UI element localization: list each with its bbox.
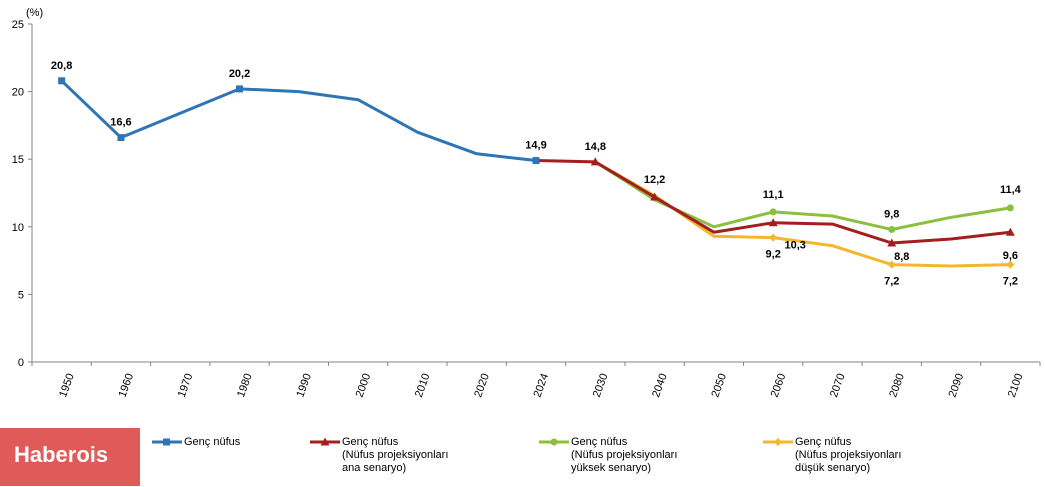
legend-label: yüksek senaryo) <box>571 462 652 474</box>
data-label: 12,2 <box>644 174 665 186</box>
data-label: 9,6 <box>1003 250 1018 262</box>
data-point-square <box>532 157 540 165</box>
x-tick-label: 2050 <box>709 372 729 399</box>
legend-label: (Nüfus projeksiyonları <box>571 449 678 461</box>
watermark-text: Haberois <box>14 442 109 467</box>
x-tick-label: 1950 <box>57 372 77 399</box>
data-point-diamond <box>887 260 896 269</box>
data-point-triangle <box>590 157 600 166</box>
data-point-triangle <box>650 192 660 201</box>
data-label: 16,6 <box>110 117 131 129</box>
data-point-square <box>236 85 244 93</box>
y-tick-label: 20 <box>12 87 24 99</box>
data-point-circle <box>888 226 896 234</box>
legend-triangle-marker-icon <box>310 437 340 446</box>
data-point-triangle <box>768 218 778 227</box>
data-label: 7,2 <box>1003 276 1018 288</box>
x-tick-label: 1970 <box>176 372 196 399</box>
legend-label: Genç nüfus <box>795 436 852 448</box>
data-label: 20,2 <box>229 68 250 80</box>
data-point-diamond <box>1006 260 1015 269</box>
legend-square-marker-icon <box>152 438 182 446</box>
series-line <box>535 159 1011 245</box>
data-label: 11,4 <box>1000 184 1022 196</box>
data-point-circle <box>1006 204 1014 212</box>
y-tick-label: 15 <box>12 154 24 166</box>
data-labels: 20,8 16,6 20,2 14,9 14,8 12,2 10,3 8,8 9,6 11,1 9,… <box>51 60 1022 288</box>
data-label: 10,3 <box>784 240 805 252</box>
x-tick-label: 2000 <box>354 372 374 399</box>
data-label: 9,2 <box>766 249 781 261</box>
x-tick-label: 2040 <box>650 372 670 399</box>
x-tick-label: 2030 <box>591 372 611 399</box>
data-label: 14,9 <box>525 140 546 152</box>
data-point-triangle <box>887 238 897 247</box>
y-tick-label: 5 <box>18 289 24 301</box>
data-point-triangle <box>1005 227 1015 236</box>
series-line <box>60 79 537 163</box>
x-tick-label: 2070 <box>828 372 848 399</box>
legend-label: Genç nüfus <box>571 436 628 448</box>
data-label: 8,8 <box>894 251 909 263</box>
y-tick-label: 0 <box>18 357 24 369</box>
data-label: 20,8 <box>51 60 72 72</box>
x-tick-label: 1960 <box>116 372 136 399</box>
legend-diamond-marker-icon <box>763 438 793 446</box>
x-tick-label: 2020 <box>472 372 492 399</box>
legend-label: düşük senaryo) <box>795 462 871 474</box>
data-point-diamond <box>769 233 778 242</box>
data-point-square <box>58 77 66 85</box>
x-tick-label: 2090 <box>947 372 967 399</box>
data-label: 7,2 <box>884 276 899 288</box>
legend-label: Genç nüfus <box>184 436 241 448</box>
data-label: 14,8 <box>585 141 606 153</box>
x-tick-label: 2100 <box>1006 372 1026 399</box>
x-tick-label: 2024 <box>532 372 552 399</box>
series-line <box>594 160 1011 232</box>
x-tick-label: 2060 <box>769 372 789 399</box>
x-tick-label: 2010 <box>413 372 433 399</box>
series-group <box>58 77 1015 269</box>
legend-label: ana senaryo) <box>342 462 407 474</box>
data-label: 11,1 <box>763 189 784 201</box>
data-point-circle <box>769 208 777 216</box>
x-tick-label: 1980 <box>235 372 255 399</box>
x-tick-label: 1990 <box>294 372 314 399</box>
legend-label: (Nüfus projeksiyonları <box>342 449 449 461</box>
legend-label: (Nüfus projeksiyonları <box>795 449 902 461</box>
watermark-banner: Haberois <box>0 428 140 486</box>
data-point-square <box>117 134 125 142</box>
y-tick-label: 10 <box>12 222 24 234</box>
x-tick-label: 2080 <box>887 372 907 399</box>
y-axis-unit-label: (%) <box>26 7 43 19</box>
legend-label: Genç nüfus <box>342 436 399 448</box>
legend-circle-marker-icon <box>539 438 569 446</box>
y-tick-label: 25 <box>12 19 24 31</box>
data-label: 9,8 <box>884 209 899 221</box>
